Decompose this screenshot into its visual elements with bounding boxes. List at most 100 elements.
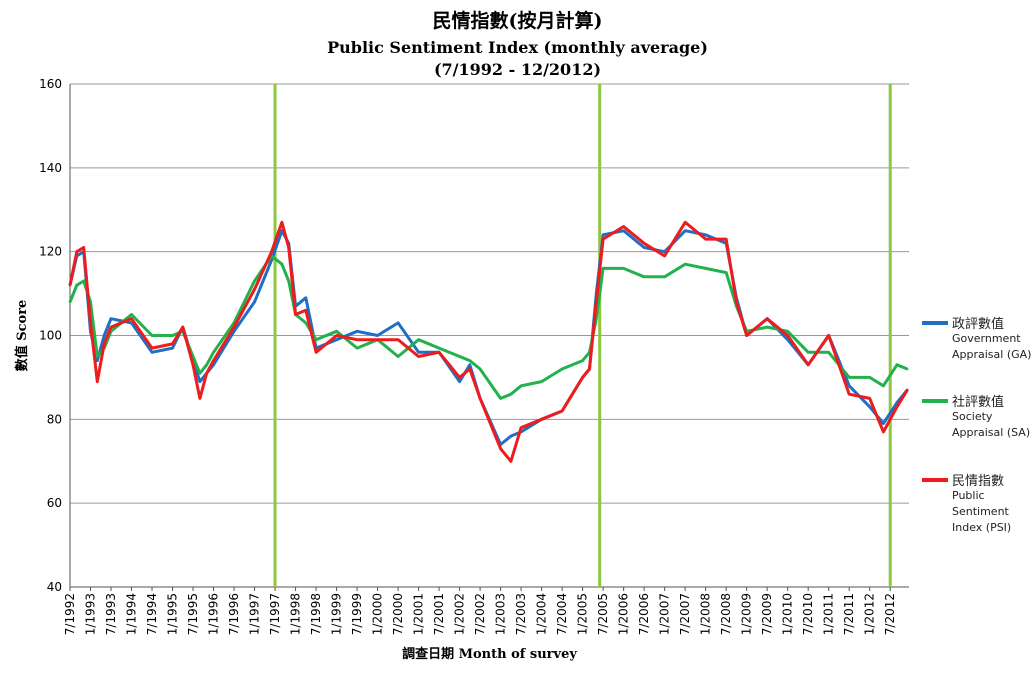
y-axis-title: 數值 Score xyxy=(14,300,30,372)
x-tick-label: 1/2009 xyxy=(740,593,754,635)
data-point xyxy=(96,355,99,358)
y-tick-label: 120 xyxy=(39,245,62,259)
data-point xyxy=(847,376,851,379)
data-point xyxy=(205,372,208,375)
x-tick-label: 7/2007 xyxy=(678,593,692,635)
data-point xyxy=(704,237,707,241)
x-tick-label: 7/2005 xyxy=(596,593,610,635)
data-point xyxy=(304,321,308,325)
x-tick-label: 7/2001 xyxy=(432,593,446,635)
data-point xyxy=(376,334,379,337)
x-tick-label: 7/2000 xyxy=(391,593,405,635)
data-point xyxy=(622,229,625,232)
data-point xyxy=(171,346,174,350)
x-tick-label: 1/2011 xyxy=(822,593,836,635)
legend-label-zh: 民情指數 xyxy=(952,474,1005,489)
x-tick-label: 1/1998 xyxy=(289,593,303,635)
x-tick-label: 1/2003 xyxy=(494,593,508,635)
data-point xyxy=(130,321,133,325)
data-point xyxy=(868,405,871,408)
data-point xyxy=(581,359,584,362)
data-point xyxy=(847,392,851,396)
data-point xyxy=(868,376,871,379)
data-point xyxy=(96,380,99,383)
data-point xyxy=(906,367,909,371)
y-tick-label: 160 xyxy=(39,77,62,91)
x-tick-label: 1/2007 xyxy=(658,593,672,635)
data-point xyxy=(355,346,359,350)
data-point xyxy=(663,254,666,258)
data-point xyxy=(540,418,543,421)
legend-swatch-sa xyxy=(922,399,948,403)
data-point xyxy=(212,359,215,362)
x-tick-label: 1/2005 xyxy=(576,593,590,635)
data-point xyxy=(868,397,871,400)
data-point xyxy=(417,351,420,354)
data-point xyxy=(882,422,885,425)
data-point xyxy=(417,355,420,358)
data-point xyxy=(205,363,208,367)
data-point xyxy=(109,325,113,329)
data-point xyxy=(765,317,769,320)
data-point xyxy=(704,267,707,270)
data-point xyxy=(335,334,338,337)
data-point xyxy=(499,447,502,450)
x-tick-label: 7/2011 xyxy=(842,593,856,635)
data-point xyxy=(75,250,79,253)
x-tick-label: 7/2002 xyxy=(473,593,487,635)
data-point xyxy=(458,376,461,379)
data-point xyxy=(478,397,482,400)
data-point xyxy=(683,221,687,224)
data-point xyxy=(478,367,482,371)
x-tick-label: 7/2003 xyxy=(514,593,528,635)
x-tick-label: 1/2002 xyxy=(453,593,467,635)
data-point xyxy=(82,246,85,249)
data-point xyxy=(468,363,472,367)
x-tick-label: 1/2004 xyxy=(535,593,549,635)
data-point xyxy=(642,242,646,245)
x-tick-label: 7/1999 xyxy=(350,593,364,635)
data-point xyxy=(150,351,154,354)
y-tick-label: 40 xyxy=(47,580,62,594)
data-point xyxy=(827,334,830,337)
data-point xyxy=(882,430,885,434)
x-axis-title: 調查日期 Month of survey xyxy=(402,646,577,662)
data-point xyxy=(212,351,215,354)
data-point xyxy=(458,380,461,383)
legend-swatch-ga xyxy=(922,321,948,325)
data-point xyxy=(595,300,598,304)
data-point xyxy=(468,367,472,371)
data-point xyxy=(827,351,830,354)
data-point xyxy=(75,284,79,287)
data-point xyxy=(458,355,461,358)
data-point xyxy=(335,338,338,341)
x-tick-label: 7/2009 xyxy=(760,593,774,635)
data-point xyxy=(171,334,174,337)
data-point xyxy=(355,330,359,333)
data-point xyxy=(82,279,85,283)
data-point xyxy=(560,409,564,413)
y-tick-label: 100 xyxy=(39,329,62,343)
data-point xyxy=(437,351,441,354)
data-point xyxy=(663,275,666,279)
y-tick-label: 80 xyxy=(47,412,62,426)
data-point xyxy=(280,263,284,266)
data-point xyxy=(499,397,502,400)
data-point xyxy=(96,359,99,362)
data-point xyxy=(509,434,513,438)
data-point xyxy=(335,330,338,333)
chart-date-range: (7/1992 - 12/2012) xyxy=(433,60,602,79)
data-point xyxy=(806,363,810,367)
data-point xyxy=(270,258,273,262)
data-point xyxy=(786,334,789,337)
data-point xyxy=(786,330,789,333)
data-point xyxy=(287,279,290,283)
data-point xyxy=(396,355,400,358)
x-tick-label: 7/2006 xyxy=(637,593,651,635)
data-point xyxy=(181,325,184,329)
data-point xyxy=(396,338,400,341)
x-tick-label: 7/2008 xyxy=(719,593,733,635)
x-tick-label: 1/1995 xyxy=(166,593,180,635)
data-point xyxy=(68,284,72,287)
